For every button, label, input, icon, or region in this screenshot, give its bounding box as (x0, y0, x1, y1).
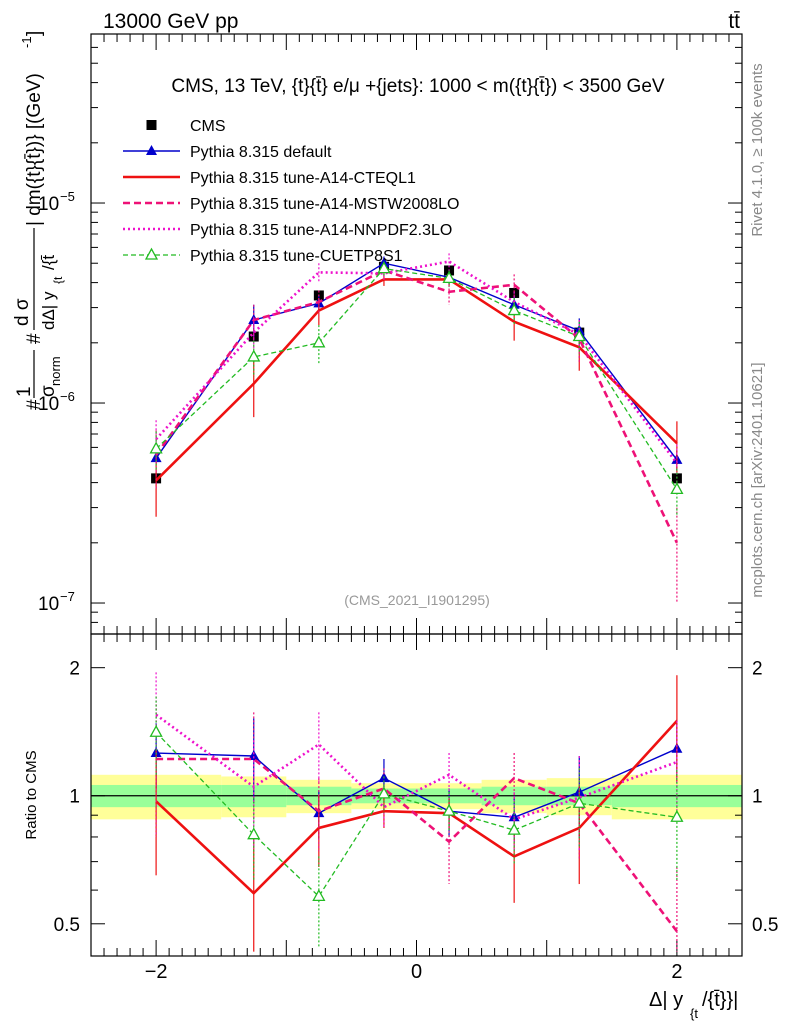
ratio-ytick-label: 0.5 (54, 915, 80, 936)
cuetp-marker (312, 335, 326, 348)
legend-marker-cuetp (144, 247, 159, 260)
ratio-cuetp-marker (670, 809, 684, 822)
energy-label: 13000 GeV pp (103, 10, 238, 33)
main-ytick-label: 10 (38, 594, 59, 615)
chart-title: CMS, 13 TeV, {t}{t̄} e/μ +{jets}: 1000 <… (171, 76, 664, 97)
series-cuetp (149, 261, 684, 517)
ratio-cuetp-marker (247, 827, 261, 840)
cuetp-marker (377, 261, 391, 274)
ylabel-frac1-one: 1 (14, 386, 35, 397)
main-ytick-exp: −6 (60, 389, 75, 404)
series-mstw (155, 263, 679, 604)
ratio-cuetp-marker (572, 795, 586, 808)
ylabel-frac2-num-b: d σ (12, 298, 33, 326)
ylabel-frac2-num-a: # (24, 333, 45, 344)
ratio-series-mstw (155, 704, 678, 952)
ratio-nnpdf-line (155, 713, 678, 821)
main-ylabel: # 1 σ norm # d σ dΔ| y {t /{t̄ | dm({t}{… (12, 31, 65, 410)
ratio-cuetp-marker (442, 803, 456, 816)
ylabel-tail: | dm({t}{t̄})} [(GeV) (24, 73, 45, 226)
legend-item-nnpdf: Pythia 8.315 tune-A14-NNPDF2.3LO (123, 222, 452, 239)
ratio-ytick-label: 2 (69, 659, 80, 680)
process-label: tt̄ (728, 10, 740, 33)
cuetp-line (155, 267, 678, 490)
legend-marker-cms (146, 120, 157, 130)
ratio-cuetp-marker (312, 889, 326, 902)
ratio-cteql1-line (155, 719, 678, 896)
ratio-series-nnpdf (155, 672, 678, 852)
xtick-label: 0 (411, 961, 422, 983)
ratio-default-line (156, 748, 678, 818)
legend-label-cuetp: Pythia 8.315 tune-CUETP8S1 (190, 248, 403, 265)
ratio-default-marker (248, 749, 260, 760)
legend-item-default: Pythia 8.315 default (123, 144, 332, 161)
cuetp-marker (507, 303, 521, 316)
site-label: mcplots.cern.ch [arXiv:2401.10621] (749, 362, 766, 597)
ratio-panel: 0.5 0.5 1 1 2 2 −2 0 2 (54, 633, 778, 983)
ylabel-frac1-den-sub: norm (48, 356, 63, 386)
ylabel-tail-close: ] (24, 31, 45, 36)
cuetp-marker (572, 329, 586, 342)
ylabel-frac1-num: # (24, 399, 45, 410)
cuetp-marker (442, 271, 456, 284)
ratio-ytick-label: 1 (69, 787, 80, 808)
rivet-label: Rivet 4.1.0, ≥ 100k events (749, 63, 766, 236)
ratio-cuetp-marker (149, 724, 163, 737)
mstw-line (155, 269, 679, 544)
xlabel-main: Δ| y (649, 989, 683, 1011)
ylabel-frac1-den: σ (38, 385, 59, 397)
cuetp-marker (670, 482, 684, 495)
main-ytick-label: 10 (38, 394, 59, 415)
legend-label-default: Pythia 8.315 default (190, 144, 332, 161)
ratio-ylabel: Ratio to CMS (23, 750, 40, 839)
series-cteql1 (155, 273, 678, 517)
ratio-series-layer (149, 672, 684, 952)
ratio-mstw-line (156, 757, 678, 933)
main-ytick-exp: −5 (60, 189, 75, 204)
xlabel-tail: /{t̄}}| (702, 989, 738, 1011)
legend-label-mstw: Pythia 8.315 tune-A14-MSTW2008LO (190, 196, 459, 213)
legend-item-cms: CMS (146, 118, 226, 135)
legend: CMS Pythia 8.315 default Pythia 8.315 tune… (123, 118, 459, 265)
legend-marker-default (146, 145, 157, 155)
main-ytick-label: 10 (38, 194, 59, 215)
ratio-ytick-label-right: 0.5 (752, 915, 778, 936)
main-series-layer (149, 253, 684, 604)
ylabel-frac2-den-tail: /{t̄ (39, 254, 58, 270)
cuetp-marker (149, 441, 163, 454)
cteql1-line (155, 278, 678, 482)
ylabel-frac2-den: dΔ| y (39, 291, 58, 330)
nnpdf-line (155, 260, 678, 465)
series-cms (151, 261, 682, 484)
legend-label-cms: CMS (190, 118, 226, 135)
ratio-series-cuetp (149, 696, 684, 948)
legend-label-nnpdf: Pythia 8.315 tune-A14-NNPDF2.3LO (190, 222, 452, 239)
ratio-cuetp-marker (377, 786, 391, 799)
default-line (155, 262, 678, 461)
series-nnpdf (155, 253, 678, 488)
main-ytick-exp: −7 (60, 589, 75, 604)
analysis-tag: (CMS_2021_I1901295) (344, 592, 490, 608)
xlabel-sub: {t (690, 1006, 698, 1021)
legend-item-cuetp: Pythia 8.315 tune-CUETP8S1 (123, 247, 403, 265)
ratio-cuetp-line (155, 731, 677, 898)
legend-label-cteql1: Pythia 8.315 tune-A14-CTEQL1 (190, 170, 416, 187)
main-plot-frame (90, 33, 743, 635)
ratio-ytick-label-right: 1 (752, 787, 763, 808)
ratio-cuetp-marker (507, 822, 521, 835)
xlabel: Δ| y {t /{t̄}}| (649, 989, 738, 1021)
xtick-label: −2 (145, 961, 168, 983)
ylabel-frac2-den-sub: {t (51, 276, 65, 284)
ratio-ytick-label-right: 2 (752, 659, 763, 680)
legend-item-mstw: Pythia 8.315 tune-A14-MSTW2008LO (123, 196, 459, 213)
main-panel: 10−510−610−7 (38, 33, 743, 635)
xtick-label: 2 (671, 961, 682, 983)
legend-item-cteql1: Pythia 8.315 tune-A14-CTEQL1 (123, 170, 416, 187)
cuetp-marker (247, 349, 261, 362)
ylabel-tail-exp: -1 (19, 36, 34, 48)
